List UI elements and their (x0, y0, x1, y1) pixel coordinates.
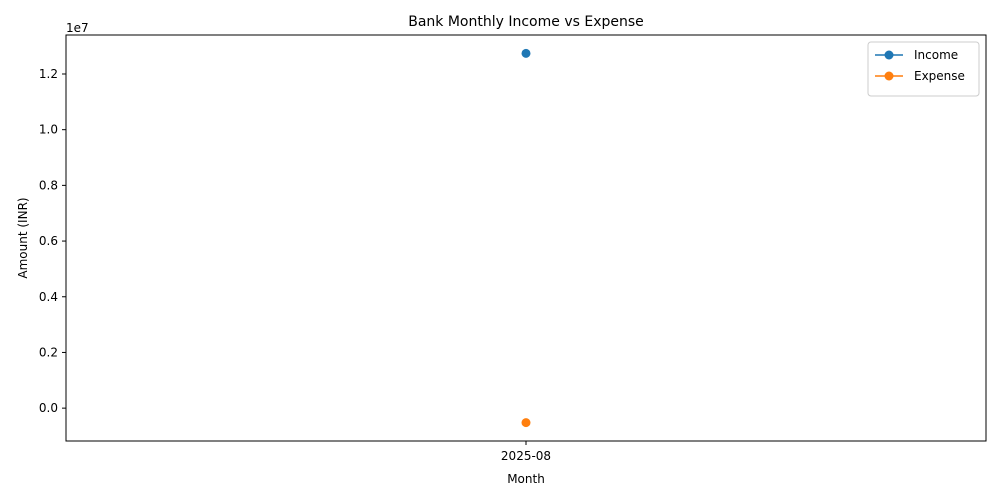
y-axis-multiplier: 1e7 (66, 21, 89, 35)
y-tick-label: 0.2 (39, 345, 58, 359)
y-tick-label: 0.0 (39, 401, 58, 415)
series-layer (521, 48, 531, 428)
legend-label: Income (914, 48, 958, 62)
legend-marker (884, 50, 894, 60)
y-tick-label: 0.4 (39, 290, 58, 304)
series-income (521, 48, 531, 58)
series-expense (521, 418, 531, 428)
data-point-expense (521, 418, 531, 428)
legend-item: Expense (875, 69, 965, 83)
data-point-income (521, 48, 531, 58)
legend-label: Expense (914, 69, 965, 83)
y-axis-label: Amount (INR) (16, 197, 30, 278)
chart-title: Bank Monthly Income vs Expense (408, 14, 644, 30)
x-axis: 2025-08 (501, 441, 551, 463)
legend: Income Expense (867, 41, 980, 97)
x-axis-label: Month (507, 472, 545, 486)
legend-marker (884, 71, 894, 81)
x-tick-label: 2025-08 (501, 449, 551, 463)
y-tick-label: 1.0 (39, 123, 58, 137)
y-tick-label: 0.6 (39, 234, 58, 248)
legend-item: Income (875, 48, 958, 62)
y-tick-label: 0.8 (39, 178, 58, 192)
y-axis: 0.0 0.2 0.4 0.6 0.8 1.0 1.2 (39, 67, 66, 415)
y-tick-label: 1.2 (39, 67, 58, 81)
